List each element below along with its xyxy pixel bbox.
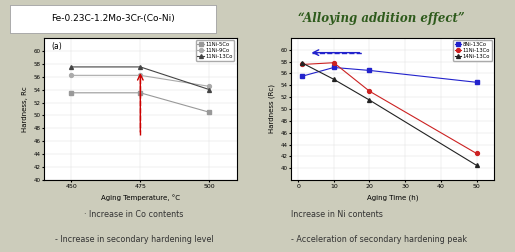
Y-axis label: Hardness (Rc): Hardness (Rc): [268, 84, 275, 134]
Text: - Increase in secondary hardening level: - Increase in secondary hardening level: [55, 235, 213, 244]
14Ni-13Co: [473, 164, 479, 167]
X-axis label: Aging Time (h): Aging Time (h): [367, 194, 418, 201]
11Ni-9Co: [206, 85, 212, 88]
11Ni-13Co: [299, 63, 305, 66]
11Ni-13Co: [206, 88, 212, 91]
11Ni-13Co: [138, 66, 144, 69]
Y-axis label: Hardness, Rc: Hardness, Rc: [22, 86, 28, 132]
Text: “Alloying addition effect”: “Alloying addition effect”: [298, 12, 465, 25]
8Ni-13Co: [299, 75, 305, 78]
Legend: 8Ni-13Co, 11Ni-13Co, 14Ni-13Co: 8Ni-13Co, 11Ni-13Co, 14Ni-13Co: [453, 40, 492, 61]
Line: 8Ni-13Co: 8Ni-13Co: [300, 66, 478, 84]
Text: Fe-0.23C-1.2Mo-3Cr-(Co-Ni): Fe-0.23C-1.2Mo-3Cr-(Co-Ni): [52, 14, 175, 23]
11Ni-13Co: [68, 66, 75, 69]
Line: 11Ni-13Co: 11Ni-13Co: [300, 61, 478, 155]
Line: 11Ni-5Co: 11Ni-5Co: [70, 91, 211, 114]
X-axis label: Aging Temperature, °C: Aging Temperature, °C: [101, 194, 180, 201]
14Ni-13Co: [331, 78, 337, 81]
11Ni-9Co: [68, 74, 75, 77]
8Ni-13Co: [366, 69, 372, 72]
11Ni-5Co: [206, 111, 212, 114]
Line: 11Ni-13Co: 11Ni-13Co: [70, 65, 211, 91]
14Ni-13Co: [366, 99, 372, 102]
11Ni-9Co: [138, 74, 144, 77]
Text: - Acceleration of secondary hardening peak: - Acceleration of secondary hardening pe…: [291, 235, 467, 244]
Text: (a): (a): [52, 42, 62, 51]
Text: Increase in Ni contents: Increase in Ni contents: [291, 210, 383, 219]
14Ni-13Co: [299, 61, 305, 64]
11Ni-5Co: [68, 91, 75, 94]
Legend: 11Ni-5Co, 11Ni-9Co, 11Ni-13Co: 11Ni-5Co, 11Ni-9Co, 11Ni-13Co: [196, 40, 234, 61]
8Ni-13Co: [473, 81, 479, 84]
11Ni-13Co: [473, 152, 479, 155]
Line: 14Ni-13Co: 14Ni-13Co: [300, 61, 478, 167]
Line: 11Ni-9Co: 11Ni-9Co: [70, 73, 211, 88]
Text: · Increase in Co contents: · Increase in Co contents: [84, 210, 183, 219]
11Ni-13Co: [331, 61, 337, 64]
8Ni-13Co: [331, 66, 337, 69]
11Ni-5Co: [138, 91, 144, 94]
11Ni-13Co: [366, 90, 372, 93]
